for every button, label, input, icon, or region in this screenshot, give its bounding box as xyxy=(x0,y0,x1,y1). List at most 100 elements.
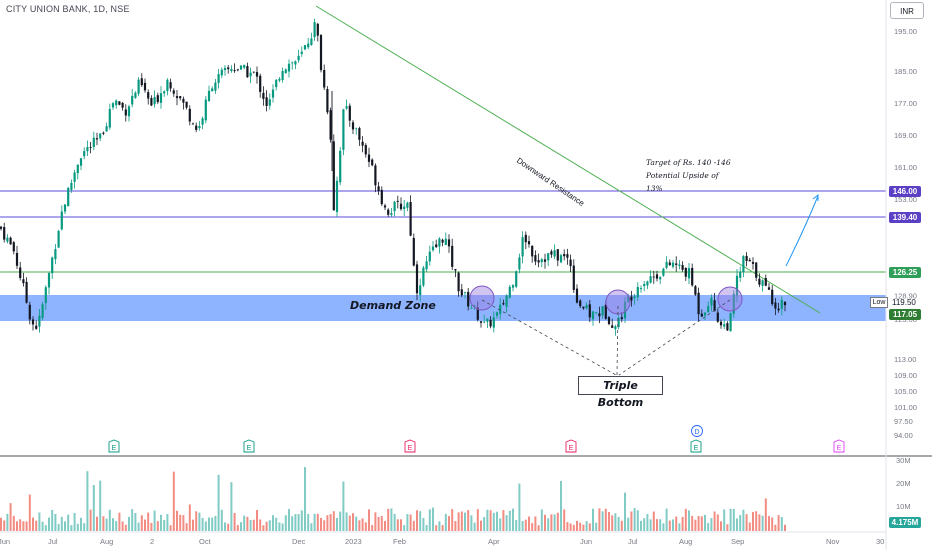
time-tick-7: Feb xyxy=(393,537,406,546)
candle-body-83 xyxy=(265,97,268,106)
volume-bar-90 xyxy=(288,508,290,531)
candle-body-54 xyxy=(172,90,175,94)
volume-bar-177 xyxy=(566,522,569,531)
candle-body-82 xyxy=(262,92,265,99)
price-tick-3: 169.00 xyxy=(894,131,917,140)
candle-body-63 xyxy=(201,118,204,125)
volume-bar-221 xyxy=(707,523,710,531)
candle-body-47 xyxy=(150,98,153,106)
volume-bar-119 xyxy=(380,516,383,531)
volume-bar-32 xyxy=(102,516,105,531)
volume-bar-242 xyxy=(774,524,777,531)
volume-bar-202 xyxy=(646,513,649,531)
time-tick-14: 30 xyxy=(876,537,884,546)
target-annotation: Target of Rs. 140 -146 Potential Upside … xyxy=(642,156,734,193)
event-marker-label-5: D xyxy=(694,429,699,436)
candle-body-196 xyxy=(627,296,630,303)
volume-bar-67 xyxy=(214,515,217,531)
price-tag-current: 126.25 xyxy=(889,267,921,278)
volume-bar-6 xyxy=(19,519,22,531)
candle-body-85 xyxy=(271,89,275,98)
time-tick-9: Jun xyxy=(580,537,592,546)
candle-body-245 xyxy=(783,301,787,306)
volume-bar-14 xyxy=(44,525,47,531)
candle-body-171 xyxy=(547,253,550,261)
candle-body-146 xyxy=(467,291,470,307)
candle-body-215 xyxy=(687,268,691,279)
candle-body-109 xyxy=(348,105,351,121)
volume-bar-146 xyxy=(467,510,470,531)
price-tag-117: 117.05 xyxy=(889,309,921,320)
candle-body-134 xyxy=(428,251,431,262)
candle-body-112 xyxy=(358,128,361,140)
price-axis[interactable]: 195.00185.00177.00169.00161.00153.00135.… xyxy=(894,27,917,440)
volume-bar-115 xyxy=(368,509,370,531)
volume-bar-169 xyxy=(540,509,543,531)
price-tag-146: 146.00 xyxy=(889,186,921,197)
candle-body-106 xyxy=(339,150,342,183)
volume-bar-197 xyxy=(630,511,633,531)
candle-body-14 xyxy=(44,287,47,304)
volume-bar-95 xyxy=(304,467,306,531)
candle-body-22 xyxy=(70,182,73,190)
time-tick-3: 2 xyxy=(150,537,154,546)
candle-body-138 xyxy=(441,239,444,243)
candle-body-111 xyxy=(355,128,358,130)
candle-body-178 xyxy=(569,259,572,267)
volume-axis[interactable]: 30M 20M 10M xyxy=(896,456,911,511)
candle-body-219 xyxy=(700,313,703,317)
volume-bar-109 xyxy=(348,515,351,531)
candle-body-150 xyxy=(479,321,483,323)
candle-body-183 xyxy=(585,304,588,309)
candle-body-128 xyxy=(409,201,412,236)
volume-bar-62 xyxy=(198,512,201,531)
volume-bar-10 xyxy=(32,517,34,531)
candle-body-118 xyxy=(377,186,380,192)
volume-bar-174 xyxy=(556,512,559,531)
volume-bar-19 xyxy=(60,516,63,531)
time-axis[interactable]: Jun Jul Aug 2 Oct Dec 2023 Feb Apr Jun Jul Aug Sep No… xyxy=(0,537,884,546)
candle-body-61 xyxy=(195,125,198,130)
candle-body-35 xyxy=(111,103,115,108)
price-tick-18: 97.50 xyxy=(894,417,913,426)
volume-bar-234 xyxy=(748,522,751,531)
candle-body-125 xyxy=(399,203,403,210)
candle-body-20 xyxy=(63,204,67,212)
candle-body-62 xyxy=(198,125,201,129)
candle-body-141 xyxy=(451,245,454,267)
currency-button[interactable]: INR xyxy=(890,2,924,19)
symbol-title[interactable]: CITY UNION BANK, 1D, NSE xyxy=(6,4,130,14)
time-tick-11: Aug xyxy=(679,537,692,546)
candle-body-220 xyxy=(703,312,707,316)
candle-body-41 xyxy=(131,95,134,105)
candle-body-189 xyxy=(604,304,607,319)
volume-bar-191 xyxy=(611,515,614,531)
volume-bar-232 xyxy=(742,509,745,531)
volume-bar-113 xyxy=(361,518,364,531)
volume-bar-184 xyxy=(588,523,591,531)
candle-body-74 xyxy=(236,69,239,71)
candle-body-244 xyxy=(780,299,783,309)
volume-bar-114 xyxy=(364,522,367,531)
candle-body-70 xyxy=(223,67,227,71)
candle-body-177 xyxy=(566,254,569,258)
volume-bar-129 xyxy=(412,520,415,531)
volume-bar-118 xyxy=(377,516,380,531)
volume-series xyxy=(0,467,786,531)
volume-bar-198 xyxy=(633,508,636,531)
volume-bar-47 xyxy=(150,522,153,531)
volume-bar-63 xyxy=(201,517,204,531)
volume-bar-110 xyxy=(352,513,354,531)
time-tick-12: Sep xyxy=(731,537,744,546)
candle-body-23 xyxy=(73,172,76,182)
event-marker-label-6: E xyxy=(837,445,842,452)
candle-body-89 xyxy=(284,69,287,74)
volume-bar-225 xyxy=(720,521,722,531)
candle-body-192 xyxy=(614,326,617,330)
connector-1 xyxy=(481,299,617,376)
candle-body-78 xyxy=(249,72,252,77)
volume-bar-161 xyxy=(515,519,518,531)
candle-body-43 xyxy=(137,79,140,94)
price-tick-4: 161.00 xyxy=(894,163,917,172)
